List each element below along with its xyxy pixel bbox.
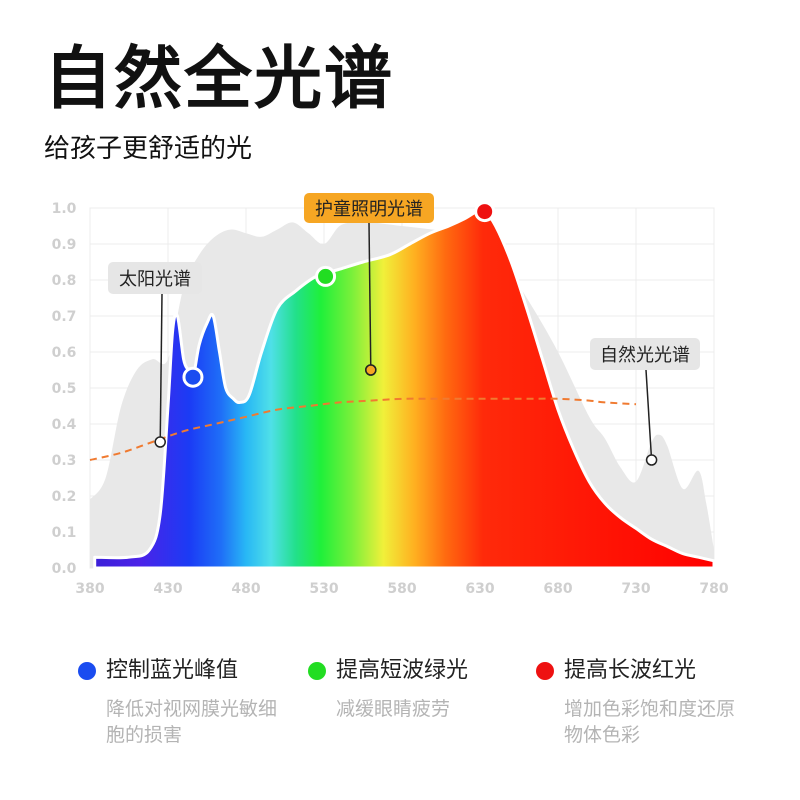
data-point-marker	[315, 265, 337, 287]
annotation-leader-line	[368, 222, 372, 371]
marker-layer	[182, 201, 496, 388]
data-point-marker	[474, 201, 496, 223]
x-tick-label: 530	[309, 581, 338, 597]
page-subtitle: 给孩子更舒适的光	[44, 134, 253, 164]
annotation-box	[304, 193, 434, 223]
y-tick-label: 0.3	[52, 453, 77, 469]
y-tick-label: 1.0	[52, 201, 77, 217]
y-tick-label: 0.2	[52, 489, 77, 505]
legend-item-green: 提高短波绿光 减缓眼睛疲劳	[308, 660, 516, 722]
annotation-label: 太阳光谱	[119, 269, 191, 290]
annotation-box	[590, 338, 700, 370]
y-tick-label: 0.0	[52, 561, 77, 577]
data-point-marker	[182, 366, 204, 388]
y-tick-label: 0.8	[52, 273, 77, 289]
chart-axes: 380 430 480 530 580 630 680 730 780 0.0 0.1 0.2 0.3 0…	[52, 201, 729, 597]
lamp-spectrum-layer	[93, 208, 716, 570]
x-tick-label: 380	[75, 581, 104, 597]
annotation-box	[108, 262, 202, 294]
y-tick-label: 0.1	[52, 525, 77, 541]
annotation-label: 自然光光谱	[600, 345, 690, 366]
annotation-anchor-dot	[154, 436, 166, 448]
x-tick-label: 430	[153, 581, 182, 597]
x-tick-label: 680	[543, 581, 572, 597]
x-tick-label: 480	[231, 581, 260, 597]
x-tick-label: 730	[621, 581, 650, 597]
natural-spectrum-line	[89, 397, 637, 461]
lamp-spectrum-area	[93, 208, 716, 570]
legend-desc-blue: 降低对视网膜光敏细胞的损害	[106, 698, 278, 746]
legend-label-green: 提高短波绿光	[336, 658, 469, 683]
legend-item-blue: 控制蓝光峰值 降低对视网膜光敏细胞的损害	[78, 660, 286, 748]
annotation-label: 护童照明光谱	[315, 199, 423, 220]
green-dot-icon	[308, 662, 326, 680]
annotation-leader-line	[645, 369, 653, 461]
y-tick-label: 0.9	[52, 237, 77, 253]
y-tick-label: 0.5	[52, 381, 77, 397]
x-tick-label: 780	[699, 581, 728, 597]
x-tick-label: 580	[387, 581, 416, 597]
y-tick-label: 0.7	[52, 309, 77, 325]
blue-dot-icon	[78, 662, 96, 680]
legend-desc-red: 增加色彩饱和度还原物体色彩	[564, 698, 736, 746]
natural-spectrum-layer	[89, 397, 637, 461]
annotation-leader-line	[159, 293, 163, 443]
y-tick-label: 0.4	[52, 417, 77, 433]
legend-label-blue: 控制蓝光峰值	[106, 658, 239, 683]
red-dot-icon	[536, 662, 554, 680]
legend-label-red: 提高长波红光	[564, 658, 697, 683]
annotation-anchor-dot	[365, 364, 377, 376]
y-tick-label: 0.6	[52, 345, 77, 361]
legend-item-red: 提高长波红光 增加色彩饱和度还原物体色彩	[536, 660, 744, 748]
annotation-anchor-dot	[645, 454, 658, 466]
page-title: 自然全光谱	[44, 40, 395, 119]
x-tick-label: 630	[465, 581, 494, 597]
legend-desc-green: 减缓眼睛疲劳	[336, 698, 451, 720]
